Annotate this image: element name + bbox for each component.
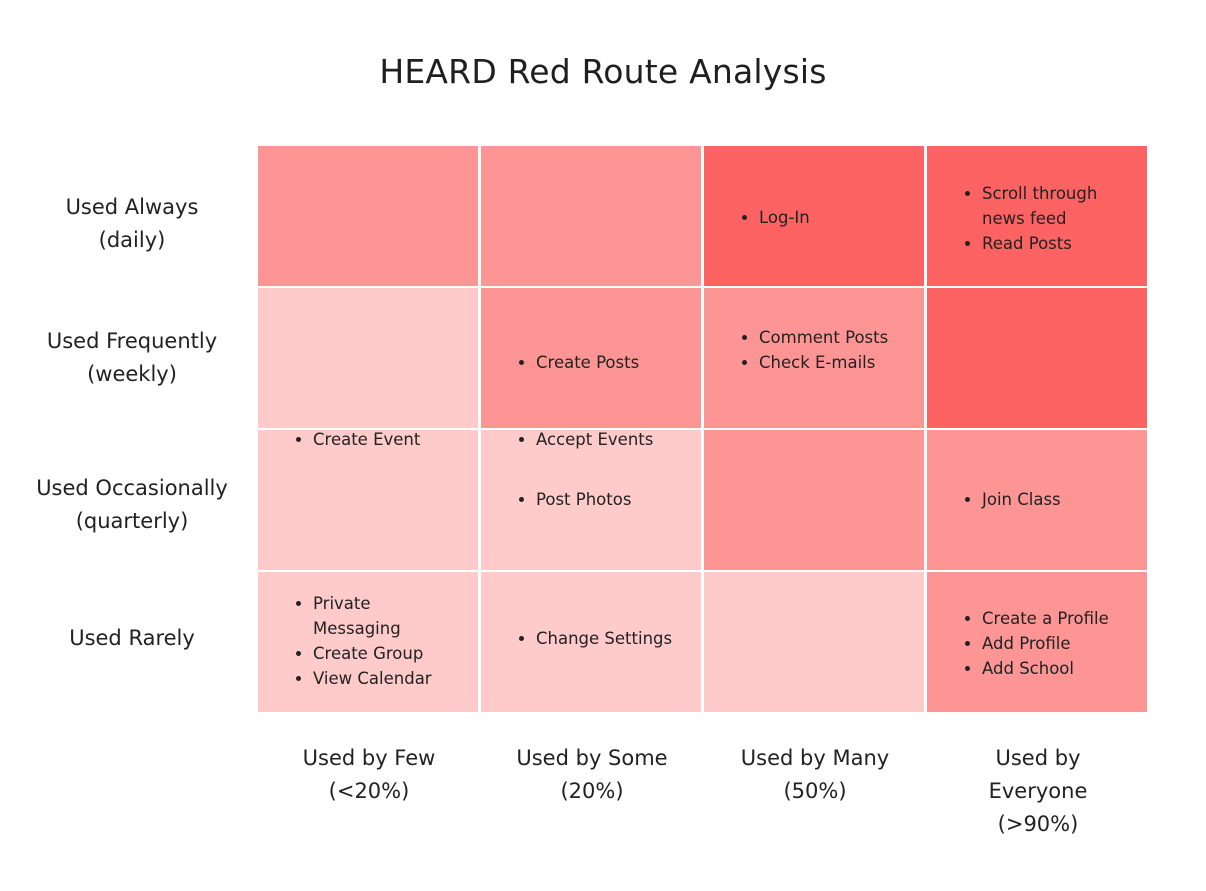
cell-occasionally-many: [704, 430, 924, 570]
col-label-many: Used by Many (50%): [704, 742, 926, 808]
task-item: Add School: [982, 656, 1139, 681]
task-item: Private Messaging: [313, 591, 470, 641]
task-list: Accept Events Post Photos: [516, 427, 693, 512]
row-label-line2: (daily): [98, 228, 166, 252]
row-label-line1: Used Always: [65, 195, 199, 219]
task-list: Create Posts: [516, 350, 693, 375]
task-item: Comment Posts: [759, 325, 916, 350]
cell-frequently-some: Create Posts: [481, 288, 701, 428]
col-label-line1: Used by Many: [740, 746, 890, 770]
cell-always-some: [481, 146, 701, 286]
task-item: Create Posts: [536, 350, 693, 375]
cell-occasionally-some: Accept Events Post Photos: [481, 430, 701, 570]
task-item: View Calendar: [313, 666, 470, 691]
col-label-few: Used by Few (<20%): [258, 742, 480, 808]
page-title: HEARD Red Route Analysis: [379, 52, 827, 91]
task-item: Read Posts: [982, 231, 1139, 256]
row-label-line1: Used Rarely: [69, 626, 195, 650]
task-item: Create Event: [313, 427, 470, 452]
cell-frequently-many: Comment Posts Check E-mails: [704, 288, 924, 428]
cell-rarely-everyone: Create a Profile Add Profile Add School: [927, 572, 1147, 712]
col-label-line1: Used by Some: [516, 746, 668, 770]
task-list: Change Settings: [516, 626, 693, 651]
task-item: Join Class: [982, 487, 1139, 512]
col-label-everyone: Used by Everyone (>90%): [927, 742, 1149, 841]
task-item: Post Photos: [536, 487, 693, 512]
task-item: Create Group: [313, 641, 470, 666]
cell-always-many: Log-In: [704, 146, 924, 286]
col-label-some: Used by Some (20%): [481, 742, 703, 808]
col-label-line3: (>90%): [997, 812, 1079, 836]
task-list: Comment Posts Check E-mails: [739, 325, 916, 375]
col-label-line2: Everyone: [988, 779, 1088, 803]
cell-occasionally-everyone: Join Class: [927, 430, 1147, 570]
cell-frequently-everyone: [927, 288, 1147, 428]
cell-always-everyone: Scroll through news feed Read Posts: [927, 146, 1147, 286]
task-item: Scroll through news feed: [982, 181, 1139, 231]
row-label-line2: (weekly): [87, 362, 177, 386]
col-label-line1: Used by Few: [302, 746, 436, 770]
cell-frequently-few: [258, 288, 478, 428]
task-item: Change Settings: [536, 626, 693, 651]
task-item: Create a Profile: [982, 606, 1139, 631]
row-label-rarely: Used Rarely: [18, 622, 246, 655]
col-label-line1: Used by: [995, 746, 1081, 770]
col-label-line2: (<20%): [328, 779, 410, 803]
col-label-line2: (50%): [783, 779, 847, 803]
row-label-line1: Used Frequently: [46, 329, 218, 353]
task-item: Accept Events: [536, 427, 693, 452]
row-label-line2: (quarterly): [75, 509, 189, 533]
cell-occasionally-few: Create Event: [258, 430, 478, 570]
cell-always-few: [258, 146, 478, 286]
cell-rarely-few: Private Messaging Create Group View Cale…: [258, 572, 478, 712]
task-item: Add Profile: [982, 631, 1139, 656]
cell-rarely-many: [704, 572, 924, 712]
task-item: Check E-mails: [759, 350, 916, 375]
row-label-frequently: Used Frequently (weekly): [18, 325, 246, 391]
task-list: Scroll through news feed Read Posts: [962, 181, 1139, 256]
task-list: Join Class: [962, 487, 1139, 512]
row-label-occasionally: Used Occasionally (quarterly): [18, 472, 246, 538]
task-list: Create Event: [293, 427, 470, 452]
col-label-line2: (20%): [560, 779, 624, 803]
task-list: Create a Profile Add Profile Add School: [962, 606, 1139, 681]
cell-rarely-some: Change Settings: [481, 572, 701, 712]
task-list: Private Messaging Create Group View Cale…: [293, 591, 470, 691]
task-item: Log-In: [759, 205, 916, 230]
row-label-line1: Used Occasionally: [36, 476, 228, 500]
task-list: Log-In: [739, 205, 916, 230]
row-label-always: Used Always (daily): [18, 191, 246, 257]
